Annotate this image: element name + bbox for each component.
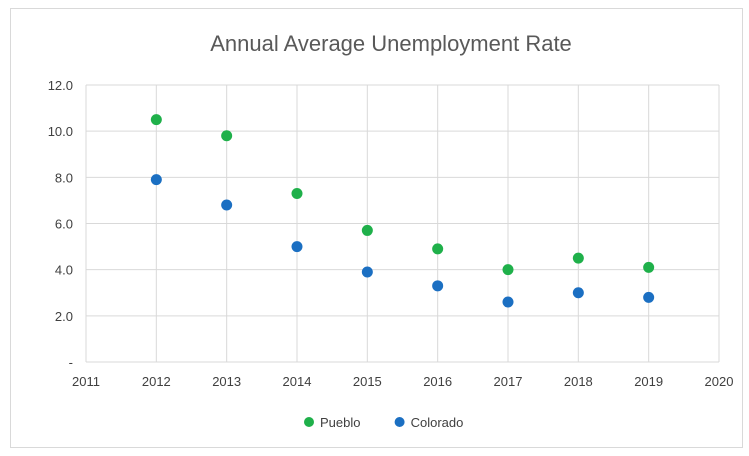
x-tick-label: 2020 [705, 374, 734, 389]
x-tick-label: 2016 [423, 374, 452, 389]
x-tick-label: 2019 [634, 374, 663, 389]
legend-label-colorado: Colorado [411, 415, 464, 430]
point-pueblo-2016 [432, 243, 444, 255]
legend-marker-colorado [394, 417, 405, 427]
point-pueblo-2018 [572, 252, 584, 264]
point-colorado-2012 [150, 174, 162, 186]
legend-marker-pueblo [304, 417, 314, 427]
x-tick-label: 2013 [212, 374, 241, 389]
point-pueblo-2019 [643, 261, 655, 273]
point-pueblo-2013 [221, 130, 233, 142]
y-tick-label: - [69, 355, 73, 370]
x-tick-label: 2011 [72, 374, 100, 389]
x-tick-label: 2017 [494, 374, 523, 389]
chart-svg: Annual Average Unemployment Rate 2011 201… [48, 31, 734, 430]
point-colorado-2019 [643, 291, 655, 303]
y-tick-label: 4.0 [55, 263, 73, 278]
y-tick-label: 2.0 [55, 309, 73, 324]
point-colorado-2013 [221, 199, 233, 211]
x-axis-ticks: 2011 2012 2013 2014 2015 2016 2017 2018 2019 2020 [72, 374, 733, 389]
x-tick-label: 2018 [564, 374, 593, 389]
point-pueblo-2012 [150, 114, 162, 126]
x-tick-label: 2014 [283, 374, 312, 389]
point-colorado-2015 [361, 266, 373, 278]
y-tick-label: 10.0 [48, 124, 73, 139]
y-tick-label: 6.0 [55, 217, 73, 232]
point-pueblo-2017 [502, 264, 514, 276]
point-colorado-2014 [291, 241, 303, 253]
chart-title: Annual Average Unemployment Rate [210, 31, 572, 56]
y-tick-label: 12.0 [48, 78, 73, 93]
y-tick-label: 8.0 [55, 170, 73, 185]
point-colorado-2018 [572, 287, 584, 299]
x-tick-label: 2015 [353, 374, 382, 389]
x-tick-label: 2012 [142, 374, 171, 389]
legend: Pueblo Colorado [304, 415, 463, 430]
y-axis-ticks: - 2.0 4.0 6.0 8.0 10.0 12.0 [48, 78, 73, 370]
chart-area: Annual Average Unemployment Rate 2011 201… [10, 8, 743, 448]
gridlines [85, 84, 720, 363]
point-pueblo-2014 [291, 187, 303, 199]
point-colorado-2017 [502, 296, 514, 308]
point-pueblo-2015 [361, 224, 373, 236]
legend-label-pueblo: Pueblo [320, 415, 360, 430]
data-points [150, 114, 655, 308]
point-colorado-2016 [432, 280, 444, 292]
